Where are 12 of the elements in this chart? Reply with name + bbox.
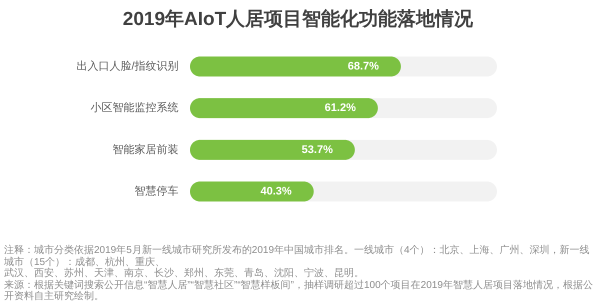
- text: 注释：城市分类依据2019年5月新一线城市研究所发布的2019年中国城市排名。一线城市（4个）：北京、上海、广州、深圳，新一线城市（15个）：成都、杭州、重庆、: [4, 245, 591, 268]
- text: 武汉、西安、苏州、天津、南京、长沙、郑州、东莞、青岛、沈阳、宁波、昆明。: [4, 268, 365, 280]
- data-label: 61.2%: [324, 102, 356, 114]
- data-label: 40.3%: [260, 186, 292, 198]
- data-label: 53.7%: [302, 144, 334, 156]
- data-label: 68.7%: [348, 60, 380, 72]
- y-tick-label: 出入口人脸/指纹识别: [76, 60, 178, 72]
- y-tick-label: 智慧停车: [134, 184, 178, 198]
- source-note: 来源：根据关键词搜索公开信息“智慧人居”“智慧社区”“智慧样板间”，抽样调研超过100个项目在2019年智慧人居项目落地情况，根据公开资料自主研究绘制。: [4, 280, 594, 302]
- chart-title: 2019年AIoT人居项目智能化功能落地情况: [122, 8, 474, 32]
- y-tick-label: 智能家居前装: [112, 142, 178, 156]
- y-tick-label: 小区智能监控系统: [90, 101, 178, 114]
